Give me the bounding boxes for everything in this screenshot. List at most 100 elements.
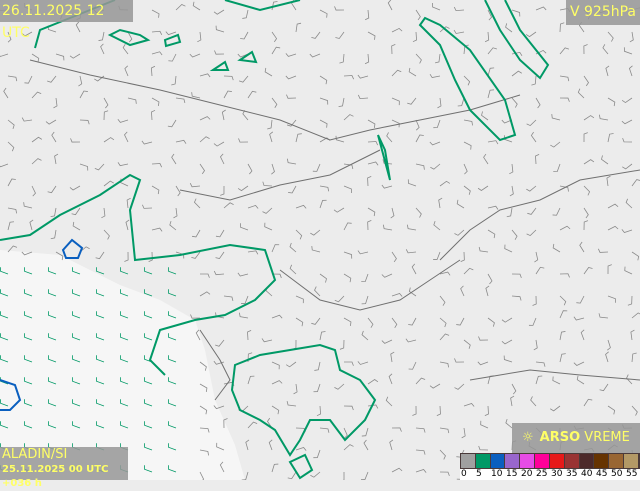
wind-barb (607, 31, 614, 42)
wind-barb (583, 398, 593, 407)
wind-barb (457, 97, 465, 107)
wind-barb (623, 47, 633, 55)
wind-barb (47, 289, 57, 297)
wind-barb (51, 131, 57, 143)
legend-label: 45 (596, 469, 608, 479)
wind-barb (53, 97, 58, 109)
wind-barb (334, 295, 345, 303)
wind-barb (391, 251, 397, 263)
wind-barb (406, 224, 417, 231)
wind-barb (122, 44, 129, 55)
legend-swatch (549, 454, 565, 468)
wind-barb (45, 119, 57, 125)
wind-barb (405, 249, 417, 254)
wind-barb (55, 251, 64, 261)
wind-barb (343, 251, 353, 259)
wind-barb (487, 273, 493, 285)
wind-barb (501, 119, 513, 124)
wind-barb (175, 97, 186, 104)
wind-barb (0, 311, 9, 319)
wind-barb (415, 119, 420, 131)
wind-barb (79, 163, 89, 171)
wind-barb (631, 405, 638, 416)
wind-barb (237, 272, 249, 277)
wind-barb (238, 75, 249, 83)
wind-barb (367, 207, 376, 217)
wind-barb (71, 421, 81, 429)
wind-barb (117, 119, 129, 123)
wind-barb (559, 353, 566, 363)
wind-barb (0, 421, 9, 429)
wind-barb (199, 291, 211, 297)
wind-barb (168, 53, 177, 62)
wind-barb (199, 449, 209, 456)
wind-barb (242, 9, 249, 19)
wind-barb (103, 97, 109, 109)
wind-barb (601, 155, 609, 165)
wind-barb (95, 421, 105, 429)
wind-barb (631, 251, 640, 261)
wind-barb (285, 361, 297, 368)
arso-logo: ☼ ARSO VREME (512, 423, 640, 453)
wind-barb (607, 203, 619, 209)
wind-barb (319, 97, 329, 105)
wind-barb (238, 312, 249, 319)
wind-barb (71, 267, 81, 275)
wind-barb (143, 465, 153, 473)
wind-barb (407, 179, 417, 187)
wind-barb (432, 3, 441, 11)
wind-barb (3, 87, 9, 99)
wind-barb (314, 286, 321, 297)
wind-barb (478, 445, 489, 451)
wind-barb (237, 185, 249, 192)
wind-barb (124, 131, 129, 143)
wind-barb (23, 421, 33, 429)
wind-barb (47, 333, 57, 341)
sea-area (0, 250, 245, 480)
wind-barb (505, 418, 513, 429)
wind-barb (7, 178, 16, 187)
legend-label: 30 (551, 469, 563, 479)
wind-barb (433, 251, 441, 260)
legend-swatch (520, 454, 536, 468)
wind-barb (213, 405, 225, 410)
legend-label: 40 (581, 469, 593, 479)
wind-barb (219, 461, 225, 473)
wind-barb (167, 289, 177, 297)
wind-barb (127, 97, 137, 104)
wind-barb (312, 163, 321, 172)
wind-barb (559, 22, 565, 33)
legend-swatch (535, 454, 550, 468)
wind-barb (31, 185, 36, 197)
legend-labels: 0 5 10 15 20 25 30 35 40 45 50 55 (460, 469, 640, 480)
wind-barb (95, 267, 105, 275)
wind-barb (631, 312, 640, 319)
wind-barb (71, 377, 81, 385)
wind-barb (199, 405, 208, 415)
wind-barb (191, 229, 201, 238)
wind-barb (415, 134, 424, 143)
wind-barb (101, 207, 106, 219)
wind-barb (607, 264, 612, 275)
wind-barb (119, 399, 129, 407)
wind-barb (509, 185, 514, 197)
wind-barb (192, 1, 201, 11)
wind-barb (241, 295, 249, 304)
wind-barb (367, 317, 374, 328)
wind-barb (167, 465, 177, 473)
wind-barb (408, 361, 417, 370)
wind-barb (599, 383, 609, 392)
wind-barb (285, 75, 297, 80)
wind-barb (75, 21, 81, 33)
wind-barb (95, 251, 105, 260)
wind-barb (532, 295, 537, 306)
wind-barb (511, 9, 521, 17)
wind-barb (199, 163, 206, 175)
wind-barb (119, 267, 129, 275)
wind-barb (552, 376, 561, 385)
wind-barb (7, 119, 15, 129)
wind-barb (319, 199, 327, 209)
wind-barb (119, 333, 129, 341)
wind-barb (390, 207, 395, 219)
wind-barb (289, 242, 297, 253)
